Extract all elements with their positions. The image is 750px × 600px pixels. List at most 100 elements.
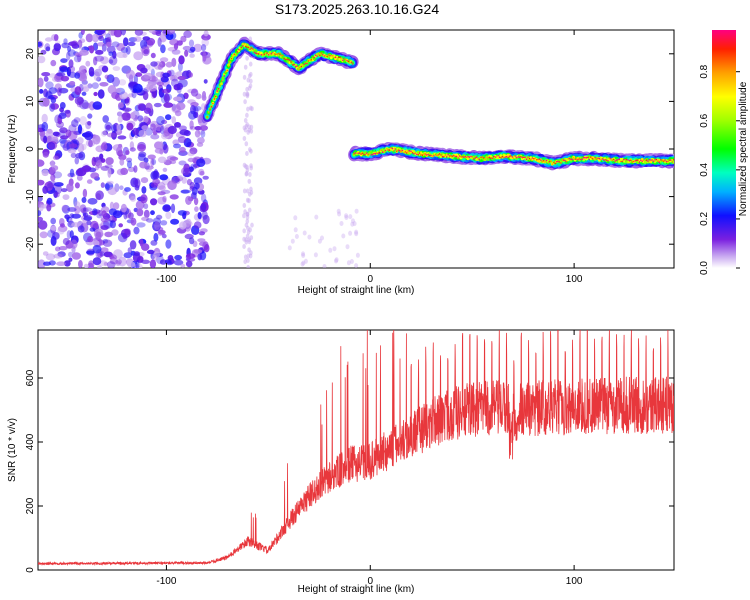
track-blob (295, 65, 297, 68)
track-blob (460, 156, 462, 158)
noise-blob (169, 39, 179, 46)
track-blob (209, 109, 211, 111)
noise-blob (203, 30, 209, 37)
noise-blob (293, 215, 298, 221)
noise-blob (180, 189, 191, 194)
noise-blob (168, 69, 175, 77)
track-blob (655, 158, 658, 161)
noise-blob (56, 72, 66, 77)
noise-blob (173, 96, 183, 102)
track-blob (378, 151, 381, 154)
noise-blob (246, 258, 250, 263)
track-blob (574, 158, 576, 160)
noise-blob (129, 147, 136, 152)
noise-blob (64, 214, 70, 219)
noise-blob (53, 34, 59, 42)
noise-blob (70, 239, 78, 249)
noise-blob (38, 179, 45, 186)
noise-blob (116, 43, 125, 51)
track-blob (246, 46, 248, 48)
noise-blob (123, 252, 133, 259)
noise-blob (117, 115, 123, 123)
noise-blob (127, 166, 135, 173)
noise-blob (190, 163, 198, 170)
noise-blob (245, 164, 249, 170)
track-blob (451, 155, 454, 158)
track-blob (575, 158, 578, 161)
track-blob (504, 156, 506, 158)
noise-blob (71, 213, 81, 219)
track-blob (603, 159, 605, 161)
noise-blob (354, 231, 359, 237)
noise-blob (80, 207, 89, 213)
track-blob (473, 158, 475, 160)
noise-blob (246, 265, 250, 268)
noise-blob (183, 30, 192, 38)
noise-blob (71, 252, 81, 260)
track-blob (312, 57, 316, 61)
noise-blob (69, 81, 76, 86)
track-blob (450, 155, 452, 157)
noise-blob (290, 238, 295, 244)
track-blob (490, 157, 492, 159)
noise-blob (146, 249, 155, 255)
noise-blob (247, 237, 251, 243)
noise-blob (95, 231, 102, 241)
track-blob (322, 53, 324, 56)
noise-blob (41, 113, 48, 124)
track-blob (418, 152, 421, 154)
noise-blob (189, 53, 195, 58)
noise-blob (354, 263, 359, 268)
track-blob (370, 154, 372, 156)
track-blob (640, 159, 642, 162)
noise-blob (100, 225, 109, 230)
noise-blob (120, 167, 129, 175)
noise-blob (197, 137, 205, 144)
track-blob (339, 56, 341, 59)
track-blob (221, 76, 225, 80)
track-blob (404, 151, 406, 153)
noise-blob (60, 188, 68, 193)
noise-blob (190, 46, 196, 52)
noise-blob (81, 165, 91, 173)
track-blob (369, 153, 371, 155)
noise-blob (136, 208, 144, 217)
spectrogram-ylabel: Frequency (Hz) (7, 115, 18, 184)
noise-blob (60, 58, 68, 63)
noise-blob (247, 85, 252, 91)
noise-blob (66, 51, 71, 61)
noise-blob (76, 174, 83, 181)
noise-blob (345, 244, 350, 250)
snr-frame (37, 329, 675, 571)
noise-blob (126, 157, 133, 163)
track-blob (430, 154, 432, 157)
track-blob (661, 159, 663, 162)
noise-blob (93, 228, 104, 239)
noise-blob (244, 239, 249, 245)
noise-blob (249, 71, 253, 77)
noise-blob (247, 247, 251, 253)
noise-blob (122, 53, 128, 58)
noise-blob (123, 37, 129, 47)
noise-blob (116, 111, 123, 117)
track-blob (269, 52, 271, 55)
noise-blob (44, 43, 51, 51)
track-blob (227, 63, 231, 67)
noise-blob (202, 214, 210, 225)
y-tick-label: 200 (25, 497, 36, 514)
track-blob (614, 160, 616, 162)
noise-blob (89, 45, 95, 54)
track-blob (229, 61, 231, 63)
track-blob (265, 52, 267, 54)
noise-blob (38, 210, 42, 216)
track-blob (393, 150, 395, 152)
noise-blob (163, 93, 170, 104)
noise-blob (162, 72, 170, 78)
noise-blob (150, 123, 157, 131)
noise-blob (84, 131, 94, 141)
noise-blob (154, 123, 164, 132)
noise-blob (165, 61, 173, 68)
noise-blob (150, 210, 155, 216)
noise-blob (154, 221, 161, 231)
noise-blob (150, 52, 156, 59)
